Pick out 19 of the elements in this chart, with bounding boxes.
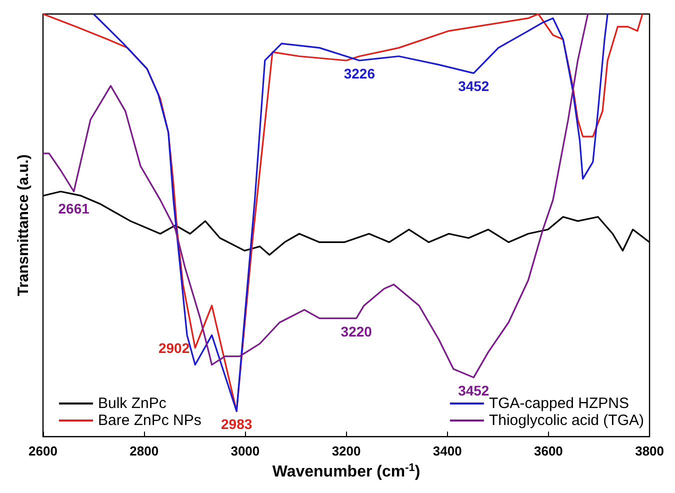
x-tick-label: 3600 bbox=[534, 444, 563, 459]
x-tick-label: 3800 bbox=[635, 444, 664, 459]
legend-label: Bare ZnPc NPs bbox=[98, 412, 202, 429]
x-tick-label: 2800 bbox=[130, 444, 159, 459]
annotation: 3452 bbox=[458, 382, 490, 398]
annotation: 3220 bbox=[340, 323, 372, 340]
annotation: 2902 bbox=[158, 340, 190, 356]
legend-label: Bulk ZnPc bbox=[98, 395, 167, 412]
annotation: 2983 bbox=[221, 416, 252, 432]
annotation: 2661 bbox=[58, 200, 90, 217]
x-tick-label: 3000 bbox=[230, 444, 260, 459]
legend-label: Thioglycolic acid (TGA) bbox=[488, 412, 644, 429]
x-tick-label: 3400 bbox=[432, 444, 462, 459]
legend-label: TGA-capped HZPNS bbox=[488, 395, 630, 412]
annotation: 3226 bbox=[344, 65, 376, 82]
annotation: 3452 bbox=[458, 78, 490, 94]
y-axis-title: Transmittance (a.u.) bbox=[15, 154, 32, 296]
x-tick-label: 2600 bbox=[28, 444, 58, 459]
x-tick-label: 3200 bbox=[332, 444, 361, 459]
